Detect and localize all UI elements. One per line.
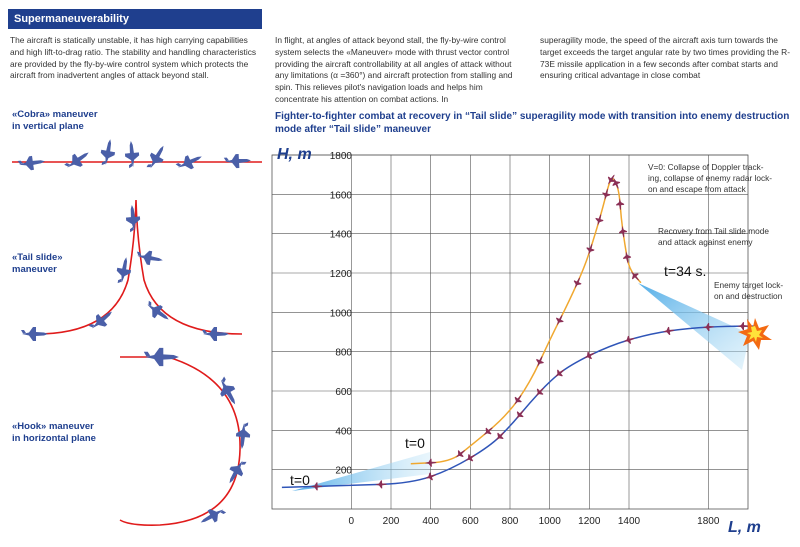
cobra-title-line2: in vertical plane [12,121,84,132]
own-aircraft-marker [533,354,546,369]
tail-slide-title-line2: maneuver [12,264,57,275]
y-tick-label: 1000 [330,308,353,319]
tail-slide-maneuver-illustration [21,199,243,341]
hook-flight-path [119,356,241,526]
tail-slide-maneuver-title: «Tail slide» maneuver [12,252,63,276]
jet-icon [223,456,250,487]
own-aircraft-marker [622,250,632,264]
t34-label: t=34 s. [664,263,706,279]
x-tick-label: 1800 [697,516,720,527]
intro-text-col3: superagility mode, the speed of the airc… [540,35,790,81]
x-tick-label: 0 [349,516,355,527]
own-aircraft-marker [593,213,605,227]
intro-text-col1: The aircraft is statically unstable, it … [10,35,257,81]
own-aircraft-marker [584,242,596,257]
hook-title-line2: in horizontal plane [12,433,96,444]
annotation-recovery-line1: Recovery from Tail slide mode [658,226,769,236]
jet-icon [202,327,229,341]
x-tick-label: 1000 [539,516,562,527]
x-axis-ticks: 0 200 400 600 800 1000 1200 1400 1800 [349,516,720,527]
jet-icon [223,153,252,169]
explosion-icon [738,318,772,350]
annotation-recovery: Recovery from Tail slide mode and attack… [658,226,771,247]
annotation-enemy-lock: Enemy target lock- on and destruction [714,280,785,301]
y-axis-ticks: 200 400 600 800 1000 1200 1400 1600 1800 [330,151,353,477]
hook-maneuver-illustration [119,347,252,529]
jet-icon [21,327,48,341]
tail-slide-title-line1: «Tail slide» [12,252,63,263]
jet-icon [86,306,117,335]
y-tick-label: 1800 [330,151,353,162]
cobra-jet-icons [17,137,252,175]
annotation-collapse: V=0: Collapse of Doppler track- ing, col… [648,162,774,194]
x-tick-label: 600 [462,516,479,527]
jet-icon [124,204,142,233]
y-tick-label: 600 [335,387,352,398]
chart-grid [271,154,749,510]
hook-title-line1: «Hook» maneuver [12,421,94,432]
x-axis-label: L, m [728,519,761,536]
annotation-enemy-lock-line1: Enemy target lock- [714,280,783,290]
cobra-maneuver-title: «Cobra» maneuver in vertical plane [12,109,98,133]
jet-icon [143,347,179,367]
y-tick-label: 400 [335,426,352,437]
x-tick-label: 200 [383,516,400,527]
annotation-collapse-line3: on and escape from attack [648,184,747,194]
annotation-collapse-line2: ing, collapse of enemy radar lock- [648,173,772,183]
x-tick-label: 400 [422,516,439,527]
jet-icon [143,142,170,173]
y-tick-label: 800 [335,348,352,359]
cobra-maneuver-illustration [12,137,262,175]
jet-icon [213,374,242,409]
radar-beam-attack [638,283,750,370]
intro-text-col2: In flight, at angles of attack beyond st… [275,35,513,104]
section-header: Supermaneuverability [8,9,262,29]
combat-diagram-title: Fighter-to-fighter combat at recovery in… [275,111,790,135]
annotation-recovery-line2: and attack against enemy [658,237,753,247]
cobra-title-line1: «Cobra» maneuver [12,109,98,120]
annotation-enemy-lock-line2: on and destruction [714,291,783,301]
jet-icon [62,146,93,174]
enemy-aircraft-path [281,325,758,489]
own-aircraft-marker [615,197,625,211]
x-tick-label: 1200 [578,516,601,527]
enemy-aircraft-marker [374,480,388,489]
hook-jet-icons [143,347,252,529]
t0-label-own: t=0 [405,435,425,451]
t0-label-enemy: t=0 [290,472,310,488]
jet-icon [17,154,46,172]
y-tick-label: 1400 [330,230,353,241]
jet-icon [123,140,141,169]
tail-slide-jet-icons [21,204,229,341]
hook-maneuver-title: «Hook» maneuver in horizontal plane [12,421,96,445]
radar-beam-own [292,452,430,491]
own-aircraft-path [410,177,642,465]
annotation-collapse-line1: V=0: Collapse of Doppler track- [648,162,764,172]
y-tick-label: 200 [335,466,352,477]
y-axis-label: H, m [277,146,312,163]
own-aircraft-marker [571,275,584,290]
y-tick-label: 1600 [330,190,353,201]
x-tick-label: 1400 [618,516,641,527]
trajectory-aircraft-markers [310,172,749,491]
own-aircraft-marker [553,313,566,328]
tail-slide-flight-path [29,199,243,335]
x-tick-label: 800 [502,516,519,527]
jet-icon [142,298,173,326]
y-tick-label: 1200 [330,269,353,280]
